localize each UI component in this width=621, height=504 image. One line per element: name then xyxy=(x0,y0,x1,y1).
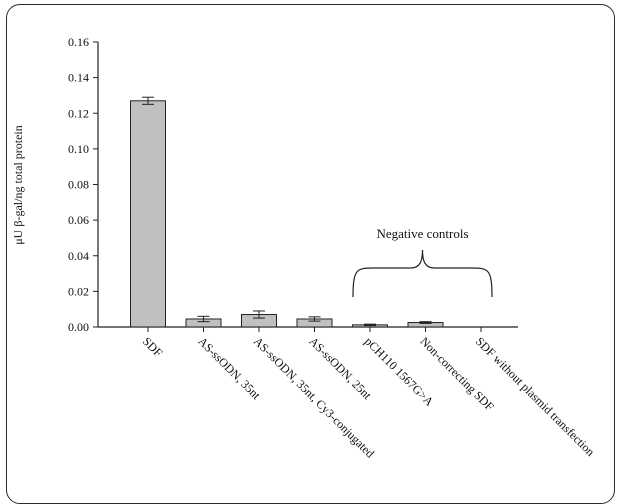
bar-chart: 0.00 0.02 0.04 0.06 0.08 0.10 0.12 0.14 0.16 SDF… xyxy=(11,35,598,461)
brace xyxy=(352,249,493,298)
y-axis-label: μU β-gal/ng total protein xyxy=(11,125,25,245)
y-tick-label: 0.16 xyxy=(68,35,89,49)
y-tick-label: 0.00 xyxy=(68,320,89,334)
y-tick-label: 0.14 xyxy=(68,71,89,85)
x-tick-label: SDF xyxy=(140,334,166,360)
bars xyxy=(130,96,444,328)
y-tick-label: 0.06 xyxy=(68,213,89,227)
y-tick-label: 0.04 xyxy=(68,249,89,263)
y-tick-label: 0.08 xyxy=(68,178,89,192)
x-tick-label: AS-ssODN, 35nt, Cy3-conjugated xyxy=(251,334,377,460)
figure-frame xyxy=(6,4,615,504)
y-tick-label: 0.10 xyxy=(68,142,89,156)
x-tick-label: SDF without plasmid transfection xyxy=(473,334,598,459)
bar xyxy=(130,100,166,328)
y-tick-label: 0.12 xyxy=(68,106,89,120)
negative-controls-annotation: Negative controls xyxy=(352,226,493,298)
annotation-label: Negative controls xyxy=(376,226,468,241)
y-tick-label: 0.02 xyxy=(68,284,89,298)
y-axis: 0.00 0.02 0.04 0.06 0.08 0.10 0.12 0.14 0.16 xyxy=(68,35,99,334)
